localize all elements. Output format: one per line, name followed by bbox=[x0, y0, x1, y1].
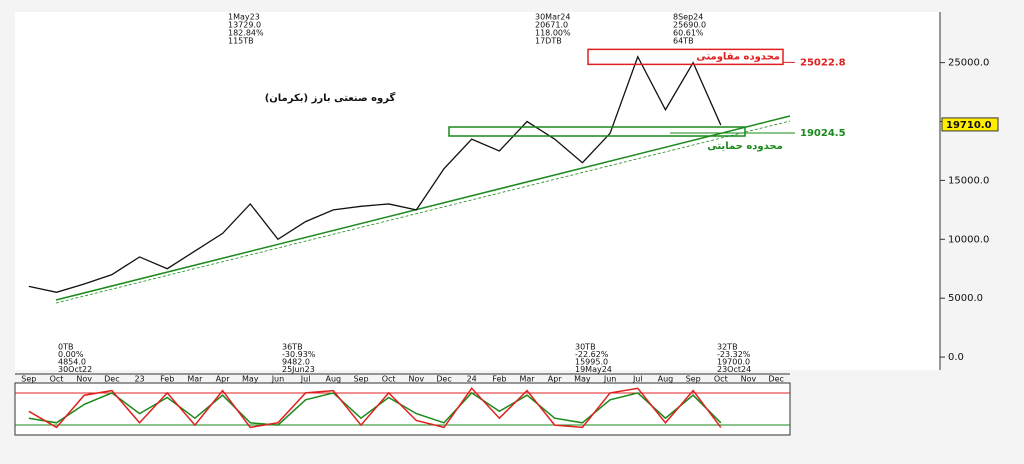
bottom-annotation: 19700.0 bbox=[717, 358, 750, 367]
top-annotation: 115TB bbox=[228, 37, 254, 46]
trend-line bbox=[55, 115, 791, 301]
x-tick-label: 24 bbox=[467, 375, 477, 384]
x-tick-label: Sep bbox=[353, 375, 368, 384]
top-annotation: 1May23 bbox=[228, 13, 260, 22]
top-annotation: 13729.0 bbox=[228, 21, 261, 30]
x-tick-label: Nov bbox=[76, 375, 92, 384]
top-annotation: 182.84% bbox=[228, 29, 264, 38]
x-tick-label: 23 bbox=[134, 375, 144, 384]
bottom-annotation: 36TB bbox=[282, 343, 303, 352]
bottom-annotation: 0.00% bbox=[58, 350, 84, 359]
x-tick-label: Jul bbox=[632, 375, 643, 384]
top-annotation: 118.00% bbox=[535, 29, 571, 38]
x-tick-label: Mar bbox=[520, 375, 536, 384]
top-annotation: 64TB bbox=[673, 37, 694, 46]
bottom-annotation: 15995.0 bbox=[575, 358, 608, 367]
bottom-annotation: 30TB bbox=[575, 343, 596, 352]
plot-area bbox=[15, 12, 940, 370]
x-tick-label: Feb bbox=[160, 375, 174, 384]
oscillator-area bbox=[14, 382, 791, 436]
chart-title: گروه صنعتی بارز (بکرمان) bbox=[265, 91, 396, 104]
top-annotation: 30Mar24 bbox=[535, 13, 570, 22]
x-tick-label: May bbox=[242, 375, 259, 384]
y-tick-label: 25000.0 bbox=[948, 58, 989, 69]
x-tick-label: Oct bbox=[714, 375, 728, 384]
top-annotation: 20671.0 bbox=[535, 21, 568, 30]
bottom-annotation: 25Jun23 bbox=[282, 365, 315, 374]
resistance-zone bbox=[587, 48, 784, 66]
top-annotation: 25690.0 bbox=[673, 21, 706, 30]
last-price-box bbox=[941, 117, 999, 132]
bottom-annotation: 23Oct24 bbox=[717, 365, 751, 374]
x-tick-label: Dec bbox=[104, 375, 119, 384]
x-tick-label: Nov bbox=[741, 375, 757, 384]
support-label: محدوده حمایتی bbox=[707, 141, 783, 152]
series-line bbox=[28, 387, 722, 429]
resistance-value: 25022.8 bbox=[800, 57, 846, 68]
x-tick-label: Apr bbox=[216, 375, 231, 384]
series-line bbox=[28, 55, 722, 293]
x-tick-label: Jun bbox=[271, 375, 285, 384]
last-price-label: 19710.0 bbox=[946, 120, 992, 131]
x-tick-label: Jun bbox=[603, 375, 617, 384]
x-tick-label: Aug bbox=[658, 375, 674, 384]
bottom-annotation: 4854.0 bbox=[58, 358, 86, 367]
support-value: 19024.5 bbox=[800, 128, 846, 139]
x-tick-label: Nov bbox=[409, 375, 425, 384]
bottom-annotation: -23.32% bbox=[717, 350, 751, 359]
bottom-annotation: 19May24 bbox=[575, 365, 612, 374]
bottom-annotation: 30Oct22 bbox=[58, 365, 92, 374]
y-tick-label: 15000.0 bbox=[948, 175, 989, 186]
y-tick-label: 10000.0 bbox=[948, 234, 989, 245]
x-tick-label: Apr bbox=[548, 375, 563, 384]
x-tick-label: Sep bbox=[21, 375, 36, 384]
top-annotation: 60.61% bbox=[673, 29, 704, 38]
x-tick-label: Oct bbox=[50, 375, 64, 384]
top-annotation: 8Sep24 bbox=[673, 13, 703, 22]
x-tick-label: Dec bbox=[436, 375, 451, 384]
y-tick-label: 0.0 bbox=[948, 352, 964, 363]
bottom-annotation: -22.62% bbox=[575, 350, 609, 359]
bottom-annotation: 9482.0 bbox=[282, 358, 310, 367]
y-tick-label: 5000.0 bbox=[948, 293, 983, 304]
x-tick-label: Dec bbox=[768, 375, 783, 384]
bottom-annotation: -30.93% bbox=[282, 350, 316, 359]
x-tick-label: Feb bbox=[492, 375, 506, 384]
bottom-annotation: 32TB bbox=[717, 343, 738, 352]
resistance-label: محدوده مقاومتی bbox=[696, 51, 780, 62]
top-annotation: 17DTB bbox=[535, 37, 562, 46]
support-zone bbox=[448, 126, 746, 137]
x-tick-label: Oct bbox=[382, 375, 396, 384]
bottom-annotation: 0TB bbox=[58, 343, 73, 352]
trend-line-lower bbox=[55, 120, 791, 304]
x-tick-label: Sep bbox=[686, 375, 701, 384]
x-tick-label: Jul bbox=[300, 375, 311, 384]
x-tick-label: May bbox=[574, 375, 591, 384]
x-tick-label: Aug bbox=[325, 375, 341, 384]
x-tick-label: Mar bbox=[187, 375, 203, 384]
